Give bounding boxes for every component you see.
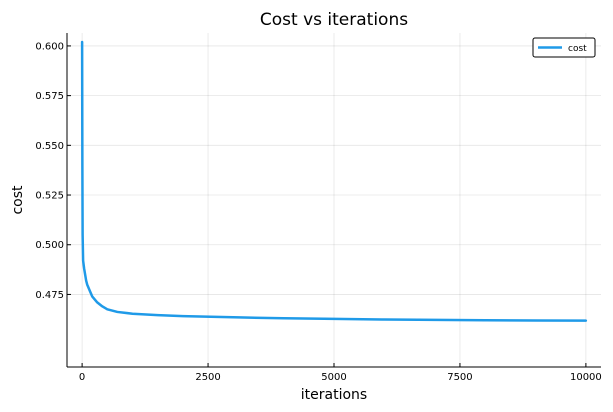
- y-tick-label: 0.575: [35, 91, 64, 102]
- y-ticks: 0.475 0.500 0.525 0.550 0.575 0.600: [35, 41, 71, 301]
- x-tick-label: 0: [79, 372, 85, 383]
- legend-box: [532, 37, 596, 58]
- x-tick-label: 7500: [447, 372, 472, 383]
- series-layer: [80, 40, 588, 322]
- y-tick-label: 0.475: [35, 290, 64, 301]
- series-line-cost: [80, 40, 588, 322]
- y-tick-label: 0.600: [35, 41, 64, 52]
- y-tick-label: 0.525: [35, 191, 64, 202]
- y-axis-label: cost: [10, 185, 26, 215]
- x-tick-label: 5000: [321, 372, 346, 383]
- x-axis-label: iterations: [301, 387, 367, 403]
- grid: [67, 33, 601, 367]
- y-tick-label: 0.500: [35, 240, 64, 251]
- x-tick-label: 2500: [195, 372, 220, 383]
- y-tick-label: 0.550: [35, 141, 64, 152]
- chart-title: Cost vs iterations: [260, 10, 408, 30]
- x-tick-label: 10000: [570, 372, 602, 383]
- legend-label-cost: cost: [568, 44, 587, 54]
- legend: cost: [532, 37, 596, 58]
- x-ticks: 0 2500 5000 7500 10000: [79, 363, 602, 383]
